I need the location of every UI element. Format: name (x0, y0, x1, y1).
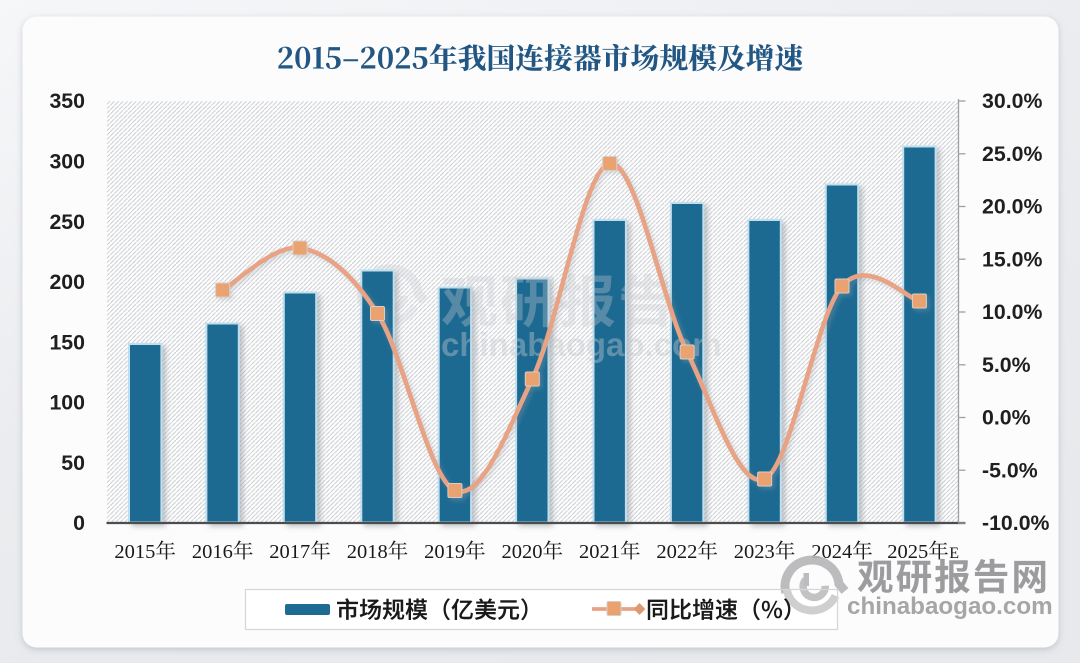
svg-text:0.0%: 0.0% (982, 406, 1031, 430)
svg-text:2023: 2023 (734, 541, 775, 563)
svg-text:5.0%: 5.0% (982, 353, 1031, 377)
svg-text:30.0%: 30.0% (982, 89, 1042, 113)
svg-text:2022: 2022 (656, 541, 697, 563)
svg-text:E: E (949, 545, 959, 562)
svg-text:2016: 2016 (192, 541, 233, 563)
svg-text:0: 0 (73, 511, 85, 535)
svg-text:2015: 2015 (114, 541, 155, 563)
svg-text:100: 100 (49, 391, 85, 415)
svg-text:2020: 2020 (502, 541, 543, 563)
svg-text:2019: 2019 (424, 541, 465, 563)
svg-text:50: 50 (61, 451, 85, 475)
svg-text:-5.0%: -5.0% (982, 458, 1038, 482)
svg-text:10.0%: 10.0% (982, 300, 1042, 324)
svg-text:20.0%: 20.0% (982, 195, 1042, 219)
svg-text:200: 200 (49, 270, 85, 294)
svg-text:300: 300 (49, 150, 85, 174)
svg-text:chinabaogao.com: chinabaogao.com (441, 326, 722, 363)
svg-text:150: 150 (49, 330, 85, 354)
svg-text:250: 250 (49, 210, 85, 234)
svg-text:2025: 2025 (887, 541, 928, 563)
svg-text:2018: 2018 (347, 541, 388, 563)
svg-text:15.0%: 15.0% (982, 247, 1042, 271)
svg-text:25.0%: 25.0% (982, 142, 1042, 166)
svg-text:chinabaogao.com: chinabaogao.com (847, 593, 1053, 620)
svg-text:350: 350 (49, 89, 85, 113)
svg-text:2021: 2021 (579, 541, 620, 563)
svg-text:2017: 2017 (269, 541, 310, 563)
svg-text:-10.0%: -10.0% (982, 511, 1050, 535)
